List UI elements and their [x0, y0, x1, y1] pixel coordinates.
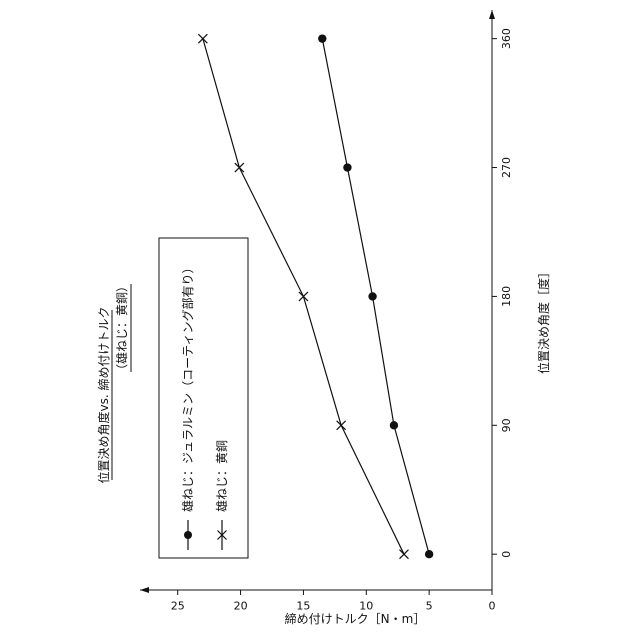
y-axis-label: 締め付けトルク［N・m］ — [285, 611, 426, 626]
data-point — [318, 34, 326, 42]
data-point — [390, 421, 398, 429]
legend: 雄ねじ：ジュラルミン（コーティング部有り） 雄ねじ：黄銅 — [159, 238, 248, 558]
data-point — [368, 292, 376, 300]
titles: 位置決め角度vs. 締め付けトルク （雄ねじ：黄銅） 位置決め角度［度］ 締め付… — [96, 266, 551, 626]
series-2 — [198, 34, 408, 559]
y-tick-label: 25 — [171, 600, 185, 613]
x-axis-label: 位置決め角度［度］ — [536, 266, 551, 374]
data-point — [337, 421, 346, 430]
x-axis-arrow — [489, 10, 495, 19]
legend-label: 雄ねじ：黄銅 — [214, 440, 229, 512]
data-point — [400, 550, 409, 559]
data-point — [198, 34, 207, 43]
series-1 — [318, 34, 433, 558]
x-tick-label: 270 — [500, 157, 513, 178]
y-tick-label: 0 — [489, 600, 496, 613]
y-axis-arrow — [140, 587, 149, 593]
x-tick-label: 90 — [500, 418, 513, 432]
data-point — [343, 163, 351, 171]
x-tick-label: 0 — [500, 551, 513, 558]
y-tick-label: 10 — [359, 600, 373, 613]
x-tick-label: 360 — [500, 28, 513, 49]
data-point — [299, 292, 308, 301]
chart-title: 位置決め角度vs. 締め付けトルク — [96, 307, 111, 484]
series-layer — [198, 34, 433, 559]
rotated-plot: 0 90 180 270 360 0 5 10 15 20 25 雄ねじ：ジュラルミン（コーティング… — [96, 10, 551, 626]
y-tick-label: 5 — [426, 600, 433, 613]
x-tick-label: 180 — [500, 286, 513, 307]
chart-subtitle: （雄ねじ：黄銅） — [114, 280, 129, 376]
legend-label: 雄ねじ：ジュラルミン（コーティング部有り） — [180, 262, 195, 512]
data-point — [235, 163, 244, 172]
y-tick-label: 20 — [234, 600, 248, 613]
data-point — [425, 550, 433, 558]
legend-box — [159, 238, 248, 558]
y-tick-label: 15 — [296, 600, 310, 613]
legend-marker — [184, 531, 192, 539]
